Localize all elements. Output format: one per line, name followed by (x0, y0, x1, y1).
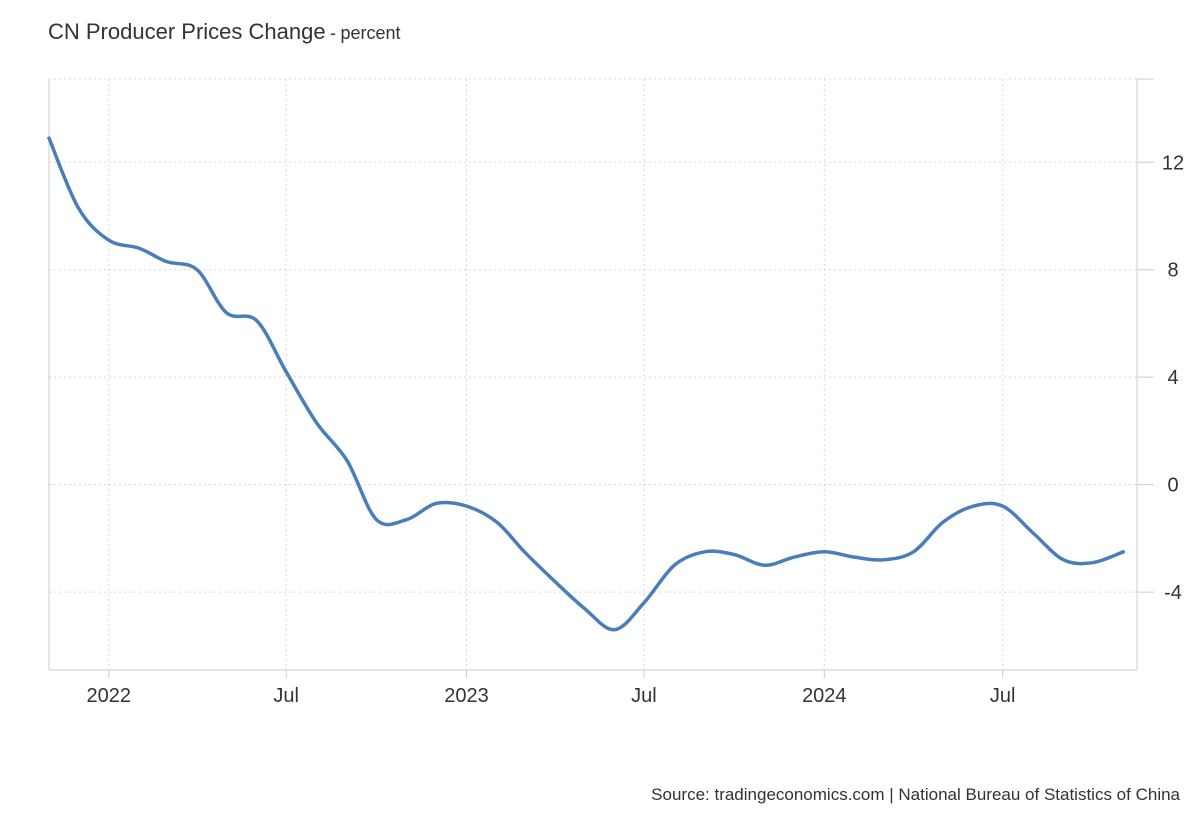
title-separator: - (330, 23, 337, 43)
data-point (165, 260, 169, 264)
data-point (465, 504, 469, 508)
x-tick-label: 2022 (87, 685, 132, 707)
x-axis-tick-labels: 2022 Jul 2023 Jul 2024 Jul (87, 685, 1016, 707)
data-point (853, 555, 857, 559)
data-point (47, 136, 51, 140)
data-point (345, 458, 349, 462)
data-point (642, 601, 646, 605)
data-point (284, 370, 288, 374)
source-attribution: Source: tradingeconomics.com | National … (651, 785, 1180, 804)
x-tick-label: 2023 (444, 685, 489, 707)
chart-header: CN Producer Prices Change - percent (48, 19, 401, 45)
data-point (792, 555, 796, 559)
chart-unit: percent (340, 23, 401, 43)
data-point (1001, 504, 1005, 508)
data-point (137, 246, 141, 250)
data-point (107, 238, 111, 242)
data-point (672, 563, 676, 567)
data-point (495, 520, 499, 524)
series-line (47, 136, 1126, 632)
data-point (522, 550, 526, 554)
data-point (195, 268, 199, 272)
data-point (1121, 550, 1125, 554)
x-tick-label: Jul (273, 685, 299, 707)
x-tick-label: Jul (631, 685, 657, 707)
chart-title: CN Producer Prices Change (48, 19, 326, 44)
y-tick-label: 0 (1167, 475, 1178, 497)
data-point (76, 206, 80, 210)
data-point (703, 550, 707, 554)
data-point (255, 319, 259, 323)
data-point (224, 311, 228, 315)
data-point (822, 550, 826, 554)
y-tick-label: 4 (1167, 367, 1178, 389)
y-tick-label: 8 (1167, 260, 1178, 282)
data-point (553, 579, 557, 583)
grid-lines (49, 78, 1137, 670)
data-point (613, 628, 617, 632)
data-point (971, 504, 975, 508)
data-point (941, 520, 945, 524)
y-tick-label: -4 (1164, 582, 1182, 604)
data-point (732, 552, 736, 556)
data-point (315, 421, 319, 425)
y-tick-label: 12 (1162, 152, 1184, 174)
y-axis-tick-labels: 12 8 4 0 -4 (1162, 152, 1184, 604)
axes (48, 78, 1154, 678)
series-layer (47, 136, 1126, 632)
x-tick-label: 2024 (802, 685, 847, 707)
x-tick-label: Jul (990, 685, 1016, 707)
data-point (1061, 558, 1065, 562)
data-point (582, 606, 586, 610)
data-point (434, 501, 438, 505)
data-point (763, 563, 767, 567)
data-point (1031, 531, 1035, 535)
data-point (1091, 561, 1095, 565)
data-point (881, 558, 885, 562)
data-point (374, 518, 378, 522)
data-point (405, 518, 409, 522)
data-point (912, 550, 916, 554)
